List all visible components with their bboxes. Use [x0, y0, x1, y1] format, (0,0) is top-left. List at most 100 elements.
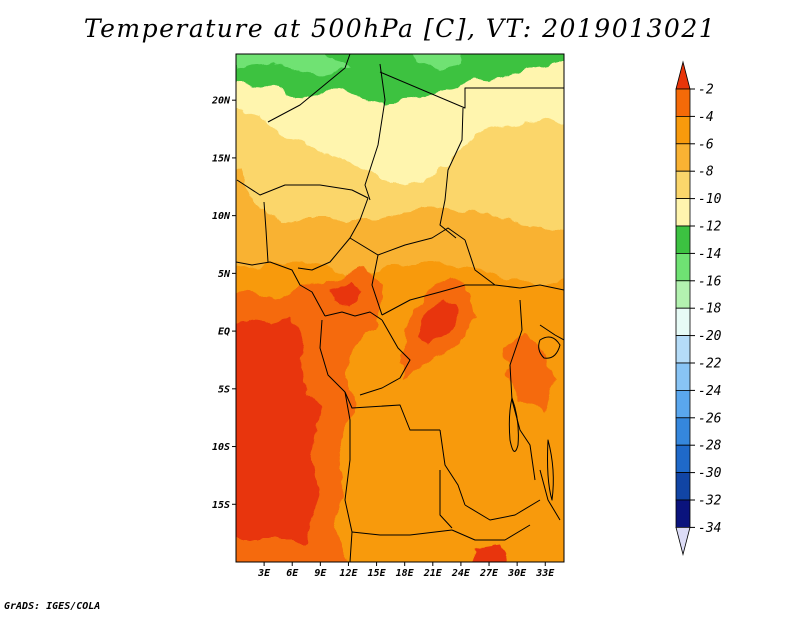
grads-credit: GrADS: IGES/COLA — [4, 601, 101, 612]
band-minus-2-to-4-east — [418, 300, 458, 345]
lat-tick-label: 5N — [218, 269, 231, 280]
border-libya-chad-sudan — [379, 71, 564, 109]
lake-victoria — [538, 336, 561, 359]
border-niger-chad — [364, 63, 386, 201]
lat-axis: 20N 15N 10N 5N EQ 5S 10S 15S — [211, 96, 236, 511]
border-car-drc — [381, 284, 495, 316]
colorbar-label: -28 — [698, 439, 722, 454]
colorbar-box — [675, 389, 691, 419]
colorbar-label: -26 — [698, 411, 722, 426]
border-angola-drc — [439, 429, 466, 506]
colorbar-box — [675, 307, 691, 337]
border-angola-north — [344, 391, 440, 431]
lon-tick-label: 9E — [314, 568, 327, 579]
band-minus-2-to-4 — [236, 318, 320, 540]
lon-tick-label: 3E — [257, 568, 271, 579]
lon-tick-label: 30E — [507, 568, 527, 579]
border-malawi — [539, 469, 561, 521]
colorbar-box — [675, 170, 691, 199]
coast-angola — [344, 391, 353, 562]
colorbar-label: -20 — [698, 329, 722, 344]
colorbar-label: -2 — [698, 83, 714, 98]
lat-tick-label: EQ — [218, 327, 230, 338]
colorbar-label: -34 — [698, 521, 721, 536]
colorbar-label: -8 — [698, 165, 714, 180]
border-south-sudan-east — [519, 284, 564, 291]
lon-tick-label: 12E — [339, 568, 358, 579]
lake-tanganyika — [508, 397, 519, 452]
band-minus-2-to-4-south — [473, 545, 508, 562]
border-benin-nigeria — [263, 201, 269, 263]
colorbar-box — [675, 335, 691, 364]
border-zambia-south — [451, 524, 531, 541]
colorbar-label: -4 — [698, 110, 714, 125]
colorbar-box — [675, 116, 691, 145]
border-drc-uganda — [509, 299, 523, 401]
colorbar-box — [675, 499, 691, 528]
lon-tick-label: 18E — [396, 568, 415, 579]
colorbar-label: -24 — [698, 384, 721, 399]
border-cameroon-car — [371, 254, 383, 316]
border-angola-namibia — [351, 529, 453, 536]
band-minus-14-to-16 — [236, 54, 350, 75]
band-minus-4-to-6-southeast — [505, 335, 556, 410]
colorbar-arrow-top — [675, 60, 691, 90]
colorbar-box — [675, 198, 691, 227]
coast-west-africa — [236, 261, 326, 317]
colorbar-label: -6 — [698, 137, 714, 152]
colorbar-arrow-bottom — [675, 527, 691, 556]
border-uganda-kenya — [539, 324, 564, 341]
colorbar-label: -10 — [698, 192, 722, 207]
colorbar-box — [675, 417, 691, 446]
lon-tick-label: 21E — [423, 568, 443, 579]
lat-tick-label: 5S — [218, 384, 230, 395]
colorbar-box — [675, 362, 691, 391]
colorbar-box — [675, 88, 691, 117]
lat-tick-label: 15S — [212, 500, 230, 511]
lon-tick-label: 15E — [368, 568, 387, 579]
lat-tick-label: 20N — [211, 96, 231, 107]
border-drc-tanzania — [511, 399, 536, 481]
border-libya-niger — [267, 54, 351, 123]
lon-tick-label: 33E — [535, 568, 555, 579]
border-zambia-drc — [464, 499, 541, 521]
colorbar-label: -30 — [698, 466, 722, 481]
border-congo-gabon — [324, 311, 383, 321]
border-gabon-coast — [319, 319, 346, 393]
border-congo-drc — [359, 319, 411, 396]
colorbar-box — [675, 472, 691, 501]
border-nigeria-niger — [236, 179, 369, 199]
colorbar-label: -14 — [698, 247, 721, 262]
colorbar-label: -12 — [698, 220, 722, 235]
border-angola-zambia — [439, 470, 453, 529]
border-chad-sudan — [439, 107, 464, 239]
chart-title: Temperature at 500hPa [C], VT: 201901302… — [83, 14, 717, 43]
colorbar-box — [675, 225, 691, 254]
band-minus-14-to-16-east — [415, 54, 465, 70]
border-chad-car — [349, 227, 466, 256]
border-nigeria-cameroon — [297, 197, 369, 271]
lon-axis: 3E 6E 9E 12E 15E 18E 21E 24E 27E 30E 33E — [257, 562, 555, 579]
map-frame — [235, 53, 565, 563]
colorbar-box — [675, 143, 691, 172]
colorbar-box — [675, 252, 691, 282]
colorbar: -2 -4 -6 -8 -10 -12 -14 -16 -18 -20 -22 -24 -26 -28 -3… — [675, 60, 722, 556]
lon-tick-label: 6E — [286, 568, 299, 579]
country-borders — [236, 54, 564, 562]
colorbar-label: -22 — [698, 357, 722, 372]
colorbar-label: -16 — [698, 274, 722, 289]
temperature-field — [236, 54, 564, 562]
lon-tick-label: 24E — [451, 568, 471, 579]
lat-tick-label: 15N — [212, 153, 231, 164]
colorbar-box — [675, 444, 691, 474]
lat-tick-label: 10S — [212, 442, 230, 453]
colorbar-label: -32 — [698, 494, 722, 509]
band-minus-2-to-4-north — [330, 280, 362, 308]
border-car-sudan — [464, 239, 521, 289]
colorbar-box — [675, 280, 691, 309]
colorbar-label: -18 — [698, 302, 722, 317]
lat-tick-label: 10N — [212, 211, 231, 222]
lake-malawi — [547, 439, 554, 501]
lon-tick-label: 27E — [479, 568, 499, 579]
